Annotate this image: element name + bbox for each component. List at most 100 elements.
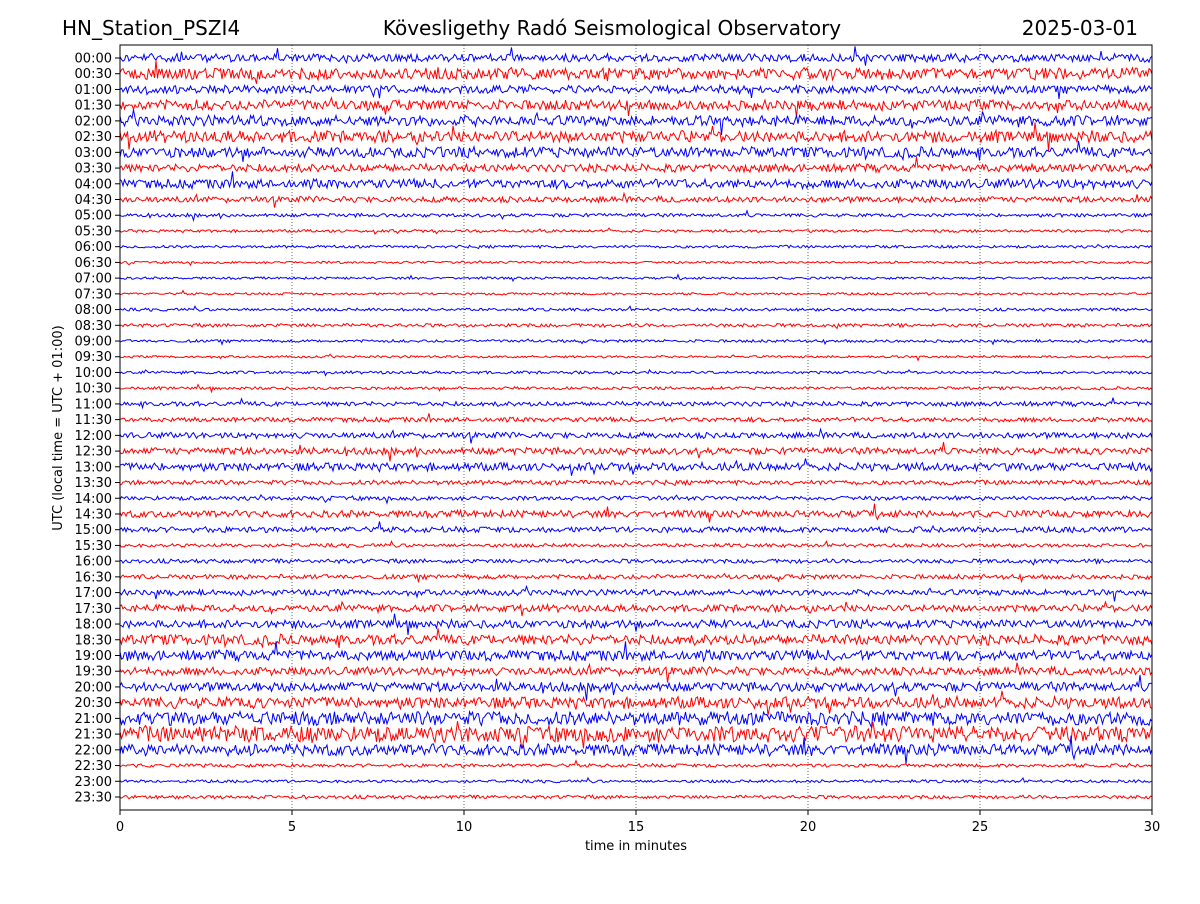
trace-1130 xyxy=(119,413,1153,424)
y-tick-label: 13:00 xyxy=(75,460,112,475)
y-tick-label: 17:00 xyxy=(75,586,112,601)
y-tick-label: 07:30 xyxy=(75,287,112,302)
y-tick-label: 18:00 xyxy=(75,618,112,633)
x-tick-label: 15 xyxy=(628,820,645,835)
y-tick-label: 01:00 xyxy=(75,83,112,98)
trace-0300 xyxy=(119,140,1153,162)
y-tick-label: 09:00 xyxy=(75,335,112,350)
y-tick-label: 22:30 xyxy=(75,759,112,774)
y-tick-label: 12:30 xyxy=(75,445,112,460)
trace-0500 xyxy=(119,209,1153,223)
trace-1300 xyxy=(119,458,1153,476)
trace-0230 xyxy=(119,122,1153,151)
y-tick-label: 10:30 xyxy=(75,382,112,397)
date-label: 2025-03-01 xyxy=(1022,16,1138,40)
y-tick-label: 15:30 xyxy=(75,539,112,554)
trace-1900 xyxy=(119,641,1153,663)
trace-1400 xyxy=(119,493,1153,505)
y-tick-label: 23:00 xyxy=(75,775,112,790)
trace-1100 xyxy=(119,397,1153,410)
y-tick-label: 23:30 xyxy=(75,791,112,806)
trace-2230 xyxy=(119,759,1153,769)
y-tick-label: 13:30 xyxy=(75,476,112,491)
y-tick-label: 08:00 xyxy=(75,303,112,318)
y-tick-label: 06:00 xyxy=(75,240,112,255)
y-tick-label: 03:00 xyxy=(75,146,112,161)
y-tick-label: 00:00 xyxy=(75,52,112,67)
y-tick-label: 20:00 xyxy=(75,680,112,695)
x-tick-label: 30 xyxy=(1144,820,1161,835)
x-tick-label: 25 xyxy=(972,820,989,835)
trace-2100 xyxy=(119,709,1153,730)
trace-0330 xyxy=(119,157,1153,174)
x-tick-label: 10 xyxy=(456,820,473,835)
y-tick-label: 07:00 xyxy=(75,272,112,287)
trace-2030 xyxy=(119,690,1153,716)
trace-1230 xyxy=(119,442,1153,462)
trace-0630 xyxy=(119,260,1153,267)
trace-1700 xyxy=(119,584,1153,602)
trace-0730 xyxy=(119,289,1153,296)
trace-0600 xyxy=(119,243,1153,250)
y-tick-label: 12:00 xyxy=(75,429,112,444)
trace-1430 xyxy=(119,503,1153,523)
x-tick-label: 20 xyxy=(800,820,817,835)
y-tick-label: 02:30 xyxy=(75,130,112,145)
trace-0130 xyxy=(119,95,1153,118)
y-tick-label: 19:30 xyxy=(75,665,112,680)
y-tick-label: 15:00 xyxy=(75,523,112,538)
trace-0900 xyxy=(119,338,1153,346)
trace-1200 xyxy=(119,427,1153,444)
trace-2130 xyxy=(119,721,1153,749)
trace-2300 xyxy=(119,776,1153,784)
trace-0830 xyxy=(120,322,1153,330)
y-tick-label: 02:00 xyxy=(75,114,112,129)
y-tick-label: 18:30 xyxy=(75,633,112,648)
y-tick-label: 17:30 xyxy=(75,602,112,617)
x-tick-label: 0 xyxy=(116,820,124,835)
trace-1030 xyxy=(119,383,1153,394)
y-tick-label: 05:30 xyxy=(75,224,112,239)
y-tick-label: 03:30 xyxy=(75,162,112,177)
y-tick-label: 04:00 xyxy=(75,177,112,192)
trace-0700 xyxy=(119,273,1153,283)
trace-0400 xyxy=(119,171,1153,191)
y-tick-label: 20:30 xyxy=(75,696,112,711)
trace-0030 xyxy=(119,60,1153,84)
y-axis-label: UTC (local time = UTC + 01:00) xyxy=(51,325,66,530)
trace-1630 xyxy=(119,572,1153,584)
x-axis-label: time in minutes xyxy=(585,839,687,854)
trace-1830 xyxy=(119,628,1153,649)
y-tick-label: 14:00 xyxy=(75,492,112,507)
y-tick-label: 19:00 xyxy=(75,649,112,664)
trace-1530 xyxy=(119,539,1153,549)
trace-2330 xyxy=(119,794,1153,800)
chart-title: Kövesligethy Radó Seismological Observat… xyxy=(383,16,841,40)
y-tick-label: 11:00 xyxy=(75,397,112,412)
trace-1500 xyxy=(119,521,1153,534)
y-tick-label: 21:30 xyxy=(75,728,112,743)
trace-1930 xyxy=(119,662,1153,683)
gridlines xyxy=(291,45,981,810)
y-tick-label: 04:30 xyxy=(75,193,112,208)
y-tick-label: 16:00 xyxy=(75,555,112,570)
trace-0100 xyxy=(119,83,1153,100)
y-tick-label: 21:00 xyxy=(75,712,112,727)
trace-0000 xyxy=(119,46,1153,66)
y-tick-label: 06:30 xyxy=(75,256,112,271)
trace-1600 xyxy=(119,557,1153,566)
trace-2200 xyxy=(119,735,1153,764)
trace-0530 xyxy=(119,227,1153,235)
y-tick-label: 11:30 xyxy=(75,413,112,428)
y-tick-label: 09:30 xyxy=(75,350,112,365)
trace-0200 xyxy=(119,109,1153,136)
trace-1330 xyxy=(119,478,1153,487)
station-label: HN_Station_PSZI4 xyxy=(62,16,240,40)
trace-0800 xyxy=(119,305,1153,312)
trace-0430 xyxy=(119,191,1153,208)
trace-1730 xyxy=(119,600,1153,617)
trace-0930 xyxy=(119,353,1153,362)
x-ticks: 0 5 10 15 20 25 30 xyxy=(116,810,1160,835)
y-tick-label: 00:30 xyxy=(75,67,112,82)
y-tick-label: 16:30 xyxy=(75,570,112,585)
